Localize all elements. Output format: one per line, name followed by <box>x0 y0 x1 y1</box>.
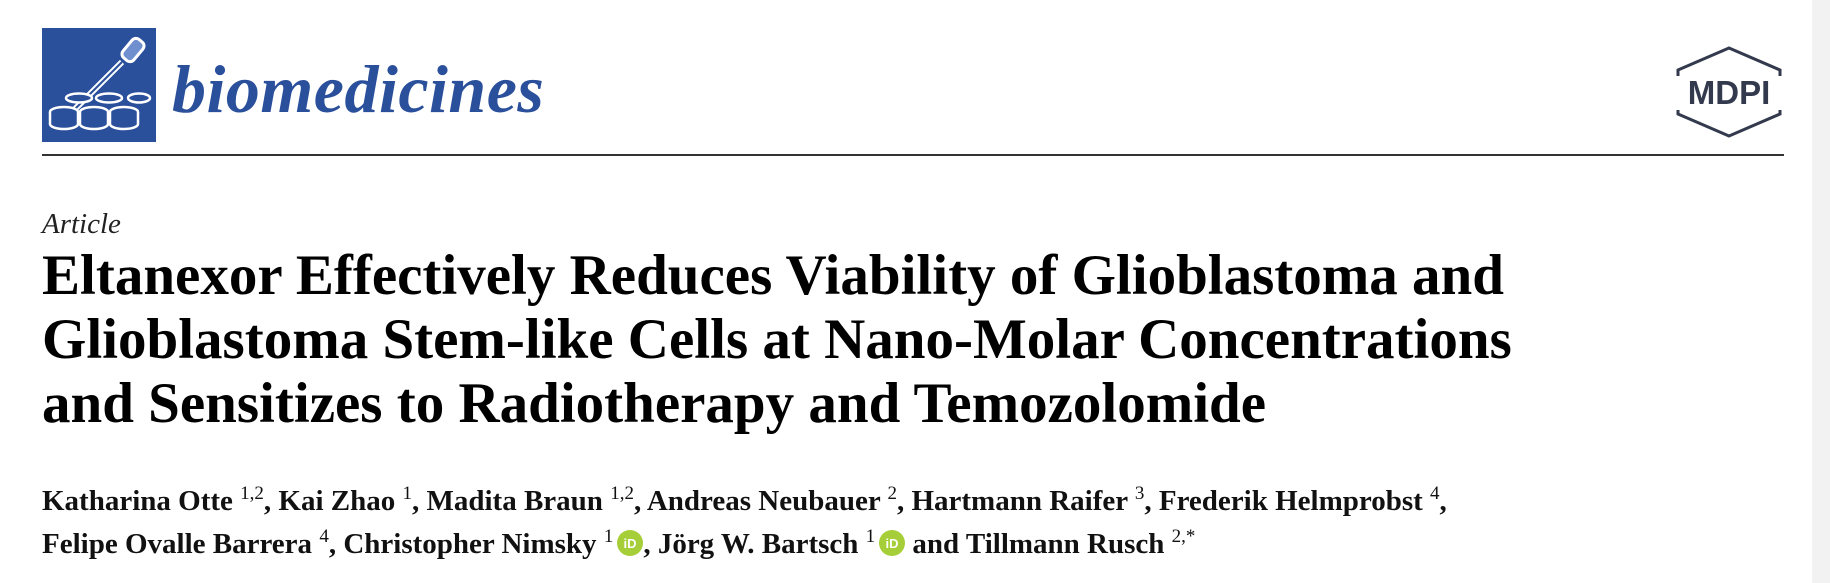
svg-text:iD: iD <box>886 536 899 551</box>
pipette-and-wells-icon[interactable] <box>42 28 156 142</box>
affiliation-marker[interactable]: 1,2 <box>240 483 264 504</box>
affiliation-marker[interactable]: 1 <box>402 483 413 504</box>
author-name: Felipe Ovalle Barrera <box>42 528 313 560</box>
author-name: Tillmann Rusch <box>965 528 1165 560</box>
header-divider <box>42 154 1784 156</box>
author-separator: , <box>643 528 658 560</box>
author[interactable]: Frederik Helmprobst 4 <box>1158 483 1440 517</box>
author-name: Christopher Nimsky <box>343 528 597 560</box>
author-name: Kai Zhao <box>278 485 396 517</box>
orcid-icon[interactable]: iD <box>879 530 906 556</box>
affiliation-marker[interactable]: 1 <box>865 526 876 547</box>
affiliation-marker[interactable]: 2,* <box>1171 526 1196 547</box>
author[interactable]: Tillmann Rusch 2,* <box>965 526 1196 560</box>
author-separator: and <box>905 528 966 560</box>
author-separator: , <box>633 485 647 517</box>
affiliation-marker[interactable]: 1,2 <box>610 483 634 504</box>
author-name: Frederik Helmprobst <box>1158 485 1423 517</box>
author-name: Andreas Neubauer <box>646 485 881 517</box>
author[interactable]: Christopher Nimsky 1 iD <box>343 526 644 560</box>
affiliation-marker[interactable]: 3 <box>1134 483 1145 504</box>
author-list: Katharina Otte 1,2, Kai Zhao 1, Madita B… <box>42 480 1782 566</box>
scrollbar[interactable] <box>1812 0 1830 583</box>
author-separator: , <box>412 485 427 517</box>
mdpi-hexagon-logo[interactable]: MDPI <box>1674 46 1784 138</box>
orcid-icon[interactable]: iD <box>617 530 644 556</box>
author[interactable]: Felipe Ovalle Barrera 4 <box>42 526 329 560</box>
author-separator: , <box>328 528 344 560</box>
article-title: Eltanexor Effectively Reduces Viability … <box>42 244 1782 436</box>
affiliation-marker[interactable]: 4 <box>319 526 329 547</box>
svg-text:iD: iD <box>624 536 637 551</box>
author-line-2: Felipe Ovalle Barrera 4, Christopher Nim… <box>42 523 1782 566</box>
journal-name[interactable]: biomedicines <box>172 51 545 127</box>
author-name: Hartmann Raifer <box>911 485 1128 517</box>
author-line-1: Katharina Otte 1,2, Kai Zhao 1, Madita B… <box>42 480 1782 523</box>
affiliation-marker[interactable]: 2 <box>887 483 897 504</box>
affiliation-marker[interactable]: 4 <box>1430 483 1440 504</box>
author-separator: , <box>263 485 279 517</box>
author-name: Madita Braun <box>426 485 603 517</box>
author[interactable]: Jörg W. Bartsch 1 iD <box>657 526 906 560</box>
article-type-label: Article <box>42 208 121 240</box>
publisher-text: MDPI <box>1688 74 1771 111</box>
author[interactable]: Kai Zhao 1 <box>278 483 413 517</box>
title-line: and Sensitizes to Radiotherapy and Temoz… <box>42 372 1267 435</box>
author-separator: , <box>896 485 912 517</box>
affiliation-marker[interactable]: 1 <box>603 526 614 547</box>
title-line: Glioblastoma Stem-like Cells at Nano-Mol… <box>42 308 1512 371</box>
author-name: Katharina Otte <box>42 485 233 517</box>
author[interactable]: Madita Braun 1,2 <box>426 483 634 517</box>
author-separator: , <box>1144 485 1159 517</box>
journal-header: biomedicines MDPI <box>42 28 1784 156</box>
author[interactable]: Andreas Neubauer 2 <box>646 483 897 517</box>
title-line: Eltanexor Effectively Reduces Viability … <box>42 244 1504 307</box>
author[interactable]: Hartmann Raifer 3 <box>911 483 1145 517</box>
author-separator: , <box>1439 485 1447 517</box>
author[interactable]: Katharina Otte 1,2 <box>42 483 264 517</box>
author-name: Jörg W. Bartsch <box>657 528 859 560</box>
